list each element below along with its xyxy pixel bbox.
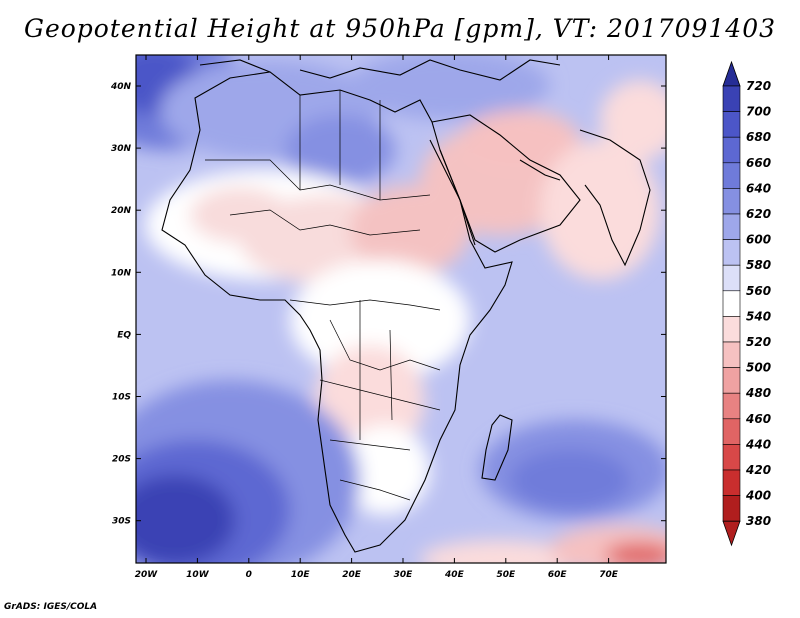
credit-footer: GrADS: IGES/COLA (4, 602, 98, 612)
colorbar-level-label: 700 (746, 105, 771, 119)
colorbar-swatch (722, 111, 741, 138)
colorbar-swatch (722, 136, 741, 164)
colorbar-level-label: 720 (746, 79, 771, 93)
colorbar-level-label: 640 (746, 181, 771, 195)
colorbar-level-label: 520 (746, 335, 771, 349)
colorbar-swatch (722, 85, 741, 112)
lat-label: 40N (110, 82, 132, 92)
colorbar-swatch (722, 495, 741, 522)
colorbar-level-label: 660 (746, 156, 771, 170)
lat-label: 10S (112, 393, 131, 403)
colorbar-level-label: 440 (745, 437, 771, 451)
lon-label: 30E (394, 570, 414, 580)
colorbar-level-label: 620 (746, 207, 771, 221)
lon-label: 50E (496, 570, 516, 580)
coastlines (161, 59, 651, 553)
lat-label: 20S (112, 455, 131, 465)
lon-label: 20W (135, 570, 159, 580)
latitude-labels: 40N 30N 20N 10N EQ 10S 20S 30S (110, 82, 132, 527)
colorbar-level-label: 600 (746, 233, 771, 247)
colorbar-top-arrow (722, 60, 741, 87)
colorbar-level-label: 560 (746, 284, 771, 298)
colorbar-level-label: 480 (745, 386, 771, 400)
colorbar-swatch (722, 239, 741, 266)
country-borders (205, 90, 441, 501)
lat-label: 20N (111, 206, 132, 216)
colorbar-swatch (722, 316, 741, 343)
map-title: Geopotential Height at 950hPa [gpm], VT:… (23, 14, 777, 43)
colorbar-swatch (722, 264, 741, 292)
colorbar-swatch (722, 469, 741, 496)
lat-label: 30N (111, 144, 132, 154)
colorbar-level-label: 680 (746, 130, 771, 144)
lat-label: 30S (112, 517, 131, 527)
colorbar-swatch (722, 213, 741, 240)
lon-label: 10E (291, 570, 311, 580)
colorbar-level-label: 500 (746, 361, 771, 375)
height-field (136, 55, 666, 563)
colorbar-level-label: 540 (746, 309, 771, 323)
longitude-labels: 20W 10W 0 10E 20E 30E 40E 50E 60E 70E (135, 570, 619, 580)
colorbar-swatch (722, 341, 741, 368)
lat-label: 10N (111, 268, 132, 278)
lon-label: 40E (444, 570, 465, 580)
colorbar-level-label: 400 (745, 489, 771, 503)
colorbar (722, 60, 741, 547)
colorbar-swatch (722, 418, 741, 445)
colorbar-swatch (722, 392, 741, 420)
map-frame (135, 54, 667, 564)
lon-label: 10W (186, 570, 210, 580)
colorbar-swatch (722, 162, 741, 189)
colorbar-swatch (722, 444, 741, 471)
colorbar-level-label: 580 (746, 258, 771, 272)
lon-label: 0 (246, 570, 252, 580)
axis-ticks (136, 55, 666, 563)
lon-label: 20E (342, 570, 362, 580)
lon-label: 70E (599, 570, 619, 580)
colorbar-level-label: 420 (745, 463, 771, 477)
colorbar-swatch (722, 290, 741, 317)
lat-label: EQ (117, 330, 131, 340)
colorbar-swatch (722, 188, 741, 215)
colorbar-level-label: 380 (746, 514, 771, 528)
colorbar-level-label: 460 (745, 412, 771, 426)
colorbar-swatch (722, 367, 741, 394)
colorbar-labels: 720 700 680 660 640 620 600 580 560 540 520 500 480 4… (745, 79, 771, 528)
lon-label: 60E (548, 570, 568, 580)
colorbar-bottom-arrow (722, 520, 741, 547)
